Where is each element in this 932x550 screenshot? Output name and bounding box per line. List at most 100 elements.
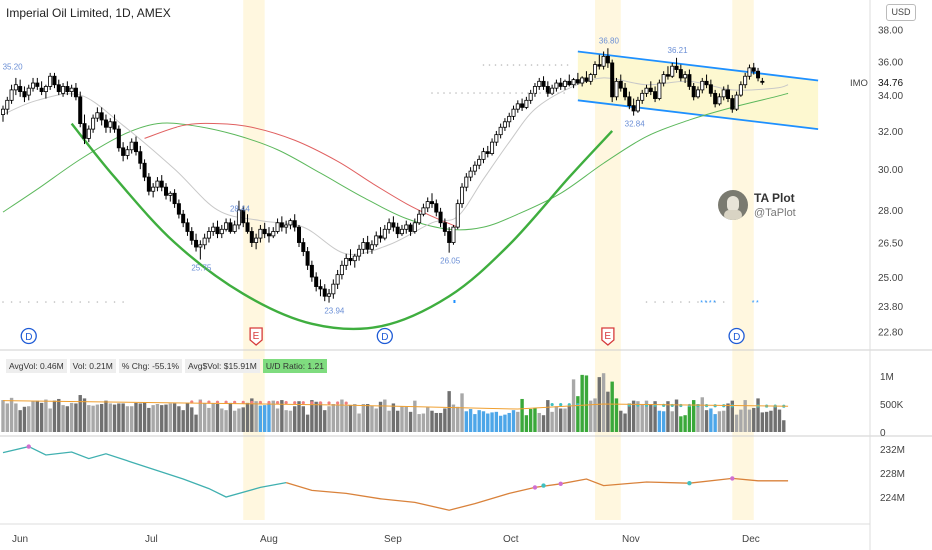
currency-badge[interactable]: USD bbox=[886, 4, 916, 21]
volume-bar bbox=[258, 405, 263, 432]
candle-body bbox=[241, 209, 246, 224]
candle-body bbox=[284, 224, 289, 228]
volume-bar bbox=[1, 400, 5, 432]
candle bbox=[266, 227, 271, 243]
candle bbox=[528, 89, 533, 104]
price-tick-label: 22.80 bbox=[878, 328, 903, 339]
volume-bar bbox=[250, 398, 254, 432]
candle-body bbox=[159, 180, 164, 188]
candle-body bbox=[687, 74, 692, 87]
volume-bar bbox=[314, 401, 318, 432]
volume-bar bbox=[383, 399, 387, 432]
candle-body bbox=[194, 239, 199, 248]
candle-body bbox=[219, 228, 224, 235]
volume-bar bbox=[494, 411, 499, 432]
volume-bar bbox=[520, 398, 524, 432]
avg-volume-dot bbox=[275, 400, 280, 405]
candle-body bbox=[605, 55, 610, 64]
volume-bar bbox=[117, 403, 121, 432]
volume-bar bbox=[584, 375, 589, 432]
volume-bar bbox=[717, 411, 722, 432]
candle bbox=[743, 72, 748, 89]
candle bbox=[189, 227, 194, 245]
candle bbox=[5, 96, 10, 115]
candle-body bbox=[245, 222, 250, 232]
candle bbox=[249, 227, 254, 248]
candle-body bbox=[155, 180, 160, 188]
volume-bar bbox=[666, 401, 670, 432]
volume-bars bbox=[1, 373, 786, 432]
candle-body bbox=[138, 151, 143, 164]
candle bbox=[648, 81, 653, 96]
candle bbox=[515, 100, 520, 113]
candle-body bbox=[502, 121, 507, 128]
level-dot bbox=[654, 301, 656, 303]
candle-body bbox=[301, 242, 306, 252]
candle bbox=[653, 86, 658, 103]
candle-body bbox=[48, 75, 53, 87]
candle bbox=[339, 260, 344, 280]
volume-bar bbox=[498, 415, 503, 432]
level-dot bbox=[431, 92, 433, 94]
candle-body bbox=[181, 213, 186, 224]
volume-bar bbox=[743, 400, 747, 432]
avg-volume-dot bbox=[550, 402, 554, 407]
volume-bar bbox=[473, 414, 477, 432]
volume-bar bbox=[224, 410, 228, 432]
candle bbox=[434, 199, 439, 217]
volume-bar bbox=[563, 408, 567, 432]
candle bbox=[168, 191, 173, 202]
volume-bar bbox=[773, 405, 777, 432]
candle-body bbox=[266, 233, 271, 237]
avg-volume-dot bbox=[284, 401, 288, 405]
candle bbox=[460, 183, 465, 208]
level-dot bbox=[512, 64, 515, 66]
candle bbox=[640, 89, 645, 104]
candle-body bbox=[172, 192, 177, 205]
candle-body bbox=[545, 86, 550, 94]
volume-bar bbox=[5, 403, 9, 432]
candle-body bbox=[125, 149, 130, 156]
volume-bar bbox=[623, 413, 627, 432]
candle-body bbox=[734, 94, 739, 110]
candle bbox=[284, 220, 289, 234]
candle-body bbox=[447, 231, 452, 243]
candle bbox=[327, 288, 332, 303]
volume-bar bbox=[576, 396, 580, 432]
volume-bar bbox=[516, 411, 520, 432]
volume-bar bbox=[27, 406, 31, 432]
level-dot bbox=[697, 301, 699, 303]
candle bbox=[687, 69, 692, 90]
candle-body bbox=[288, 220, 293, 226]
volume-bar bbox=[593, 398, 597, 432]
candle-body bbox=[202, 237, 207, 246]
candle bbox=[631, 98, 636, 116]
volume-bar bbox=[82, 398, 87, 432]
avg-volume-dot bbox=[559, 403, 563, 407]
candle bbox=[399, 224, 404, 236]
volume-bar bbox=[696, 404, 700, 432]
candle-body bbox=[618, 80, 623, 89]
volume-bar bbox=[9, 397, 14, 432]
volume-bar bbox=[752, 407, 756, 432]
candle-body bbox=[322, 288, 327, 297]
candle-body bbox=[408, 224, 413, 232]
volume-bar bbox=[138, 403, 142, 432]
candle-body bbox=[580, 77, 585, 84]
volume-bar bbox=[14, 403, 18, 432]
candle bbox=[665, 66, 670, 80]
price-axis: 38.00 36.00 34.00 32.00 30.00 28.00 26.50 25.00… bbox=[850, 25, 911, 339]
level-dot bbox=[479, 92, 481, 94]
rs-marker bbox=[558, 481, 563, 486]
candle-body bbox=[708, 84, 713, 94]
candle bbox=[91, 114, 96, 133]
candle bbox=[644, 84, 649, 97]
volume-bar bbox=[142, 402, 147, 432]
time-tick-label: Jul bbox=[145, 534, 158, 545]
candle-body bbox=[13, 84, 18, 91]
volume-bar bbox=[147, 407, 151, 432]
volume-bar bbox=[649, 404, 653, 432]
candle-body bbox=[189, 231, 194, 241]
candle bbox=[558, 77, 563, 90]
